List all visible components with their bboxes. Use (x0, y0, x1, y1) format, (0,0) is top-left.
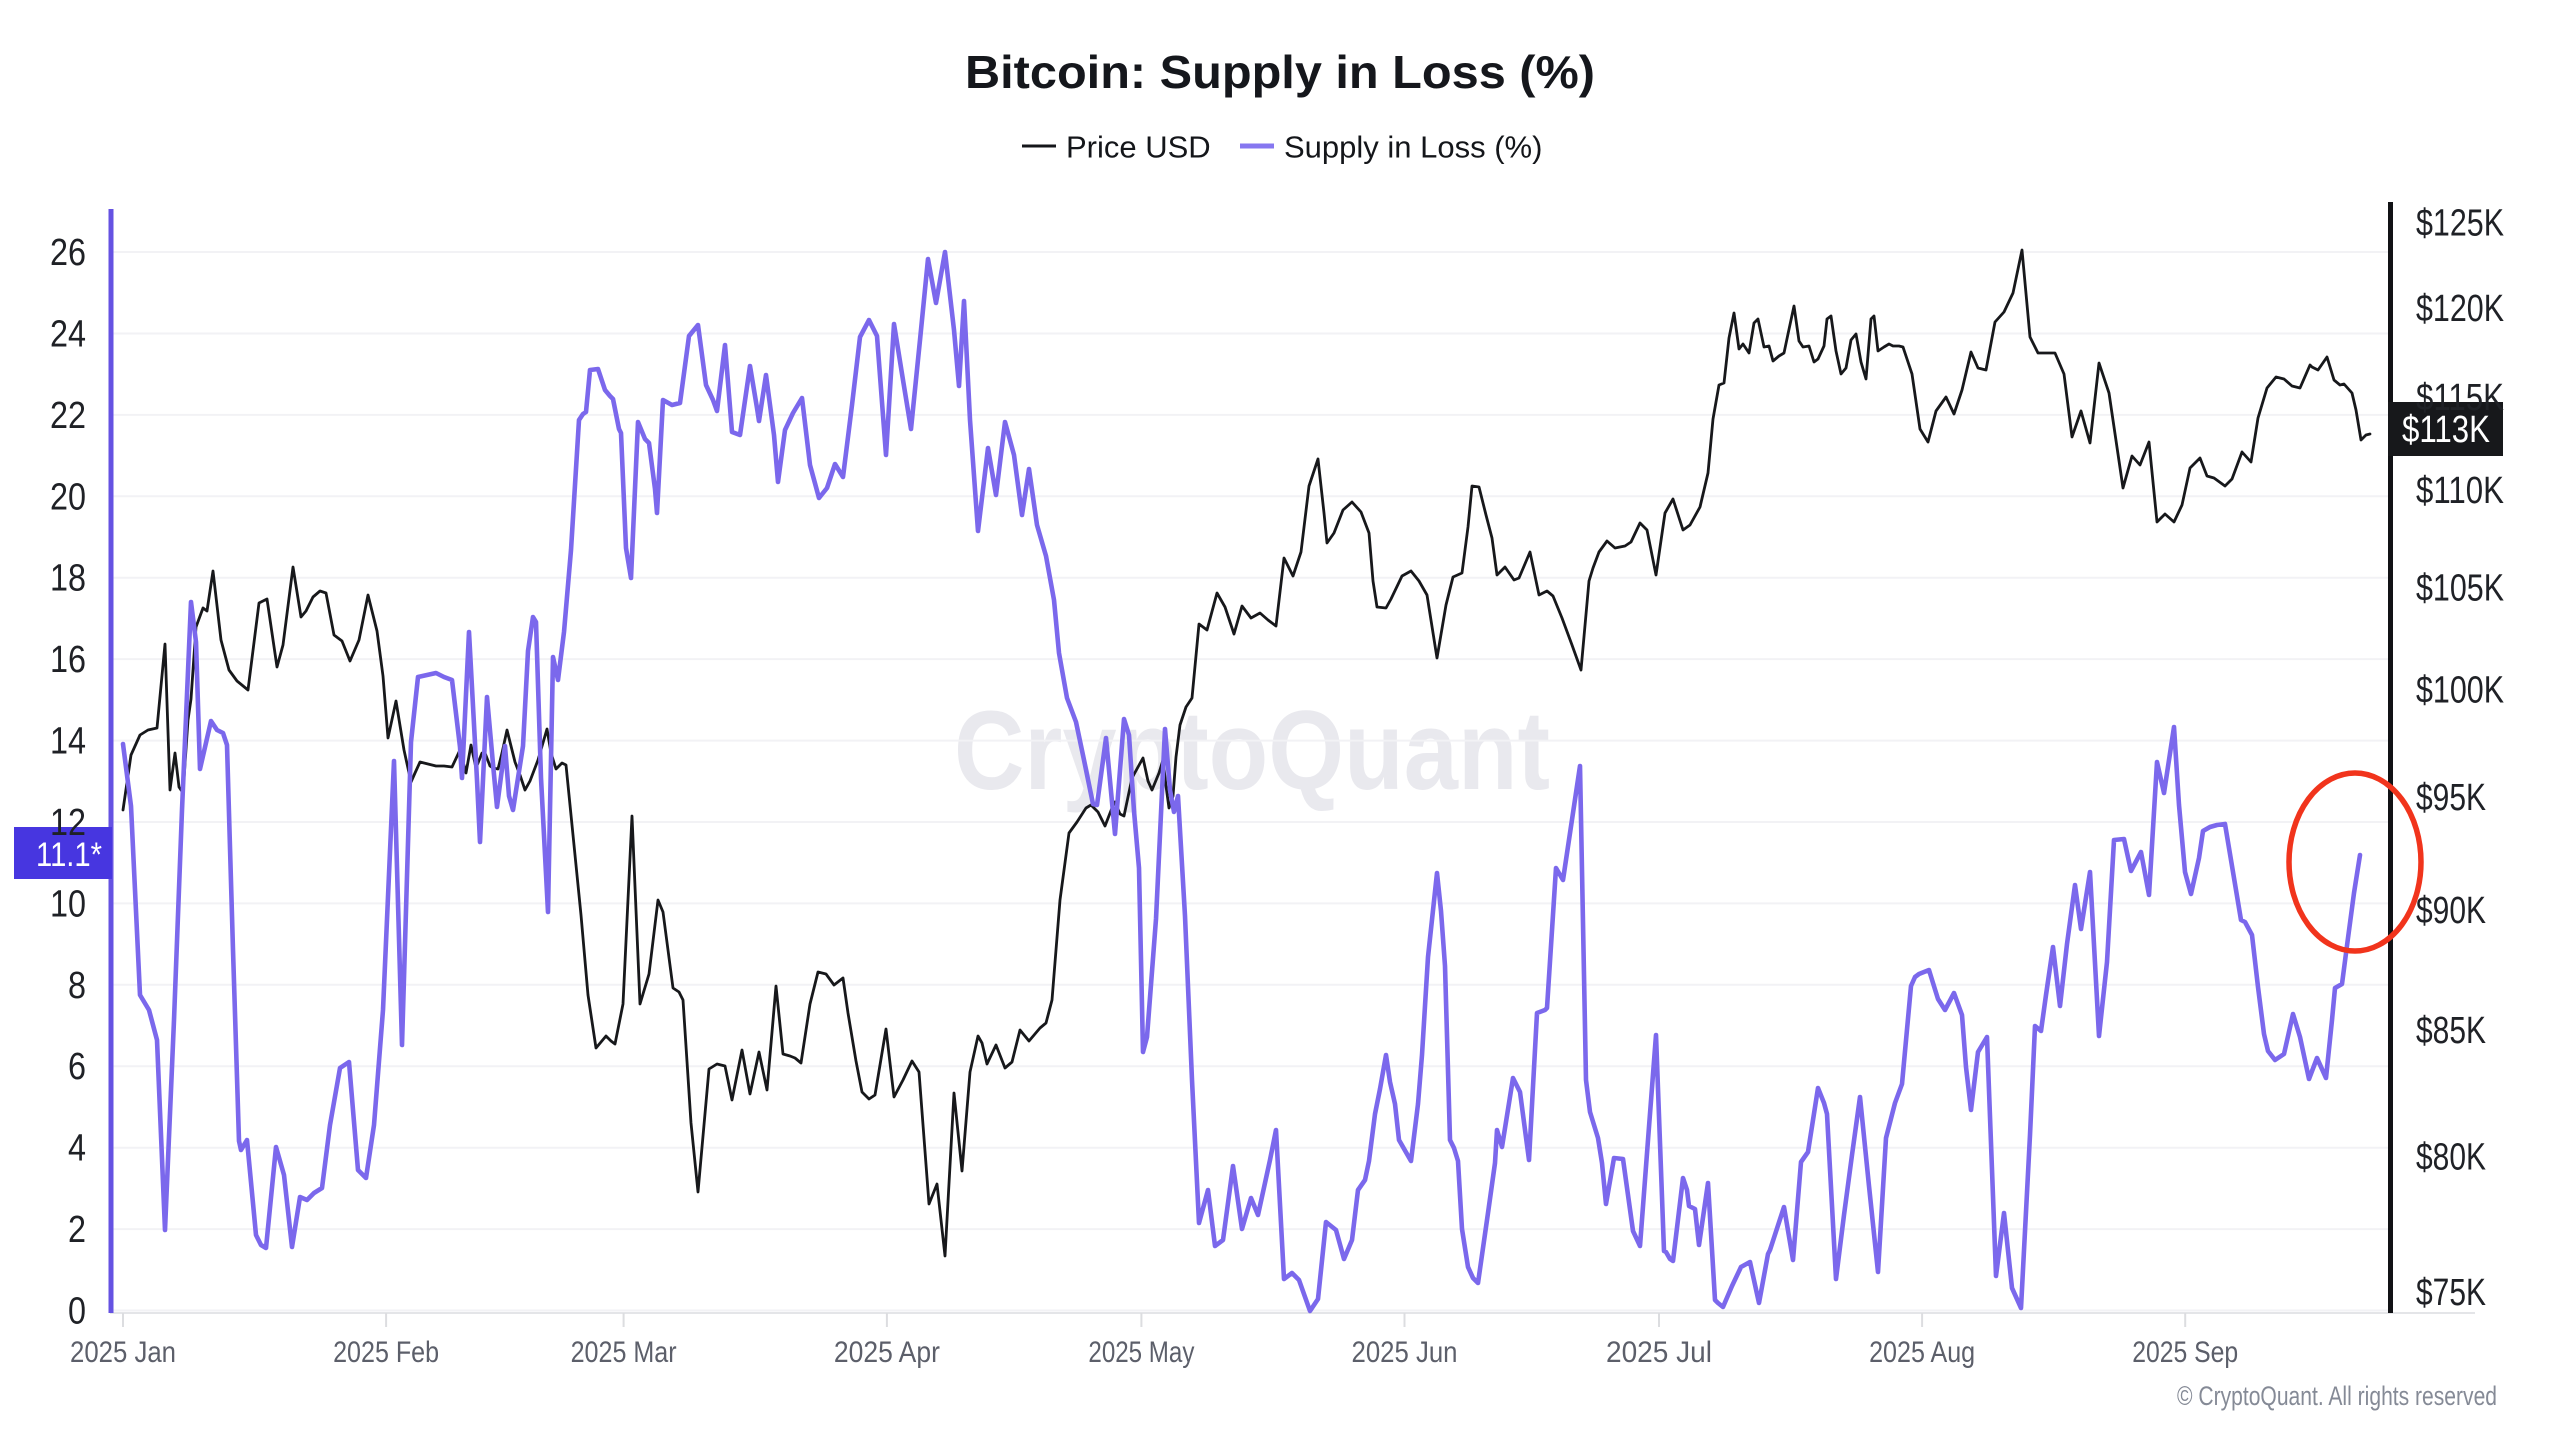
svg-text:$125K: $125K (2416, 203, 2504, 245)
svg-text:2025 Jan: 2025 Jan (70, 1336, 176, 1369)
svg-text:6: 6 (68, 1046, 86, 1088)
svg-text:© CryptoQuant. All rights rese: © CryptoQuant. All rights reserved (2177, 1381, 2497, 1411)
svg-text:$105K: $105K (2416, 568, 2504, 610)
svg-text:$85K: $85K (2416, 1010, 2486, 1052)
svg-text:2025 Jul: 2025 Jul (1606, 1336, 1712, 1369)
svg-text:$120K: $120K (2416, 288, 2504, 330)
svg-text:$90K: $90K (2416, 890, 2486, 932)
svg-text:4: 4 (68, 1128, 86, 1170)
svg-text:$95K: $95K (2416, 777, 2486, 819)
svg-text:Bitcoin: Supply in Loss (%): Bitcoin: Supply in Loss (%) (965, 46, 1595, 98)
svg-text:0: 0 (68, 1291, 86, 1333)
svg-text:2025 Sep: 2025 Sep (2132, 1336, 2238, 1369)
svg-text:10: 10 (50, 883, 86, 925)
svg-text:CryptoQuant: CryptoQuant (954, 688, 1550, 813)
svg-text:20: 20 (50, 476, 86, 518)
svg-text:2025 Feb: 2025 Feb (333, 1336, 439, 1369)
svg-text:2025 Apr: 2025 Apr (834, 1336, 940, 1369)
svg-text:16: 16 (50, 639, 86, 681)
svg-text:24: 24 (50, 314, 86, 356)
svg-text:$113K: $113K (2402, 409, 2490, 451)
svg-text:12: 12 (50, 802, 86, 844)
svg-text:Price USD: Price USD (1066, 130, 1211, 165)
svg-text:14: 14 (50, 721, 86, 763)
svg-text:Supply in Loss (%): Supply in Loss (%) (1284, 130, 1542, 165)
svg-text:22: 22 (50, 395, 86, 437)
svg-text:2025 May: 2025 May (1088, 1336, 1194, 1369)
svg-text:$110K: $110K (2416, 470, 2504, 512)
svg-text:$80K: $80K (2416, 1137, 2486, 1179)
svg-text:2025 Jun: 2025 Jun (1352, 1336, 1458, 1369)
svg-text:$75K: $75K (2416, 1272, 2486, 1314)
svg-text:$115K: $115K (2416, 377, 2504, 419)
svg-text:2: 2 (68, 1209, 86, 1251)
svg-text:2025 Aug: 2025 Aug (1869, 1336, 1975, 1369)
svg-text:26: 26 (50, 232, 86, 274)
svg-text:18: 18 (50, 558, 86, 600)
svg-text:2025 Mar: 2025 Mar (571, 1336, 677, 1369)
svg-text:11.1*: 11.1* (36, 836, 102, 874)
svg-text:8: 8 (68, 965, 86, 1007)
svg-text:$100K: $100K (2416, 670, 2504, 712)
